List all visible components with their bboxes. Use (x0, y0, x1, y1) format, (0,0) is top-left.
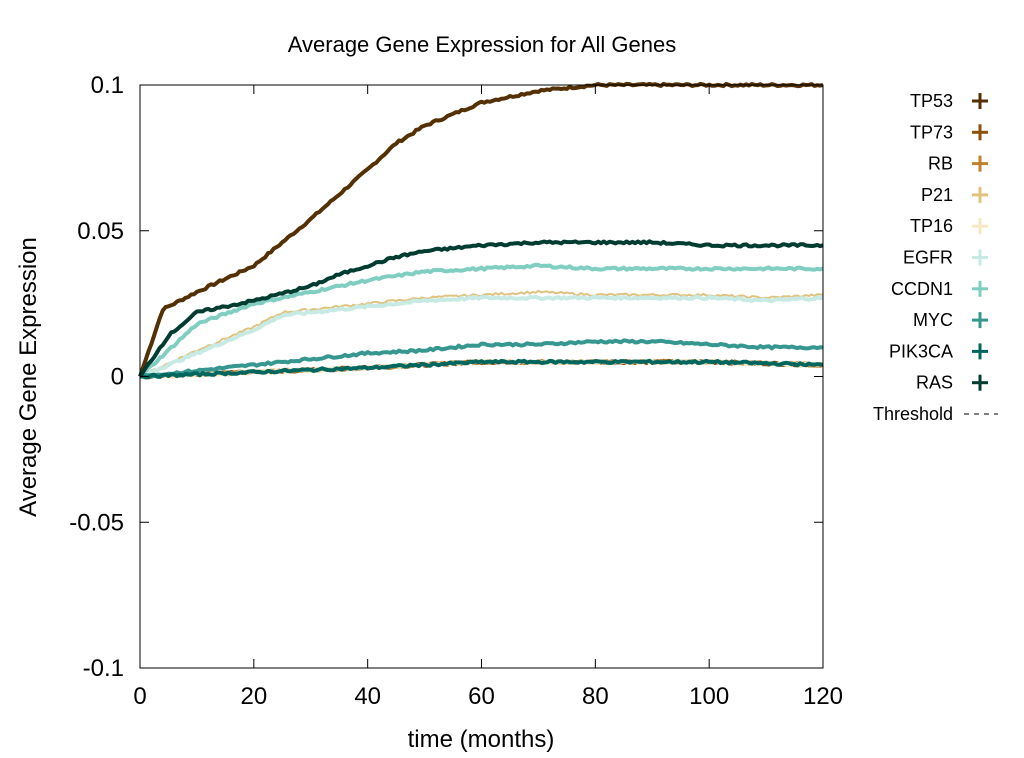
y-tick-label: 0.1 (91, 72, 124, 99)
x-tick-label: 100 (689, 683, 729, 710)
legend-marker-myc (972, 312, 988, 329)
y-tick-label: 0.05 (77, 218, 124, 245)
legend-marker-tp16 (972, 218, 988, 235)
x-tick-label: 60 (468, 683, 495, 710)
x-tick-label: 80 (582, 683, 609, 710)
y-tick-label: -0.05 (69, 509, 124, 536)
legend-label-tp53: TP53 (910, 91, 953, 111)
legend-label-tp73: TP73 (910, 122, 953, 142)
legend-label-egfr: EGFR (903, 248, 953, 268)
chart-title: Average Gene Expression for All Genes (288, 32, 676, 57)
legend-marker-egfr (972, 249, 988, 266)
legend-label-threshold: Threshold (873, 404, 953, 424)
x-tick-label: 120 (803, 683, 843, 710)
series-line-pik3ca (139, 358, 824, 380)
legend-marker-tp53 (972, 93, 988, 109)
legend-label-tp16: TP16 (910, 216, 953, 236)
x-tick-label: 20 (240, 683, 267, 710)
series-line-ccdn1 (138, 262, 824, 378)
legend-label-p21: P21 (921, 185, 953, 205)
legend-marker-ras (972, 374, 988, 391)
y-axis-label: Average Gene Expression (15, 237, 42, 517)
series-line-myc (139, 338, 824, 379)
y-tick-label: -0.1 (83, 655, 124, 682)
plot-frame (139, 84, 824, 669)
legend-marker-tp73 (972, 124, 988, 141)
legend-marker-ccdn1 (972, 280, 988, 297)
plot-area (138, 81, 824, 380)
legend-label-ras: RAS (916, 373, 953, 393)
series-line-ras (138, 239, 824, 378)
legend-marker-rb (972, 155, 988, 172)
legend: TP53 TP73 RB P21 TP16 EGFR CCDN1 MYC PIK3CA RAS Th… (873, 91, 998, 424)
legend-label-ccdn1: CCDN1 (891, 279, 953, 299)
legend-marker-p21 (972, 186, 988, 203)
x-tick-label: 0 (133, 683, 146, 710)
legend-marker-pik3ca (972, 343, 988, 360)
x-axis-label: time (months) (408, 726, 555, 753)
y-tick-label: 0 (111, 364, 124, 391)
legend-label-pik3ca: PIK3CA (889, 341, 953, 361)
axes: 0.1 0.05 0 -0.05 -0.1 0 20 40 60 80 100 120 (69, 72, 843, 710)
legend-label-myc: MYC (913, 310, 953, 330)
legend-label-rb: RB (928, 154, 953, 174)
series-line-egfr (139, 294, 824, 379)
x-tick-label: 40 (354, 683, 381, 710)
